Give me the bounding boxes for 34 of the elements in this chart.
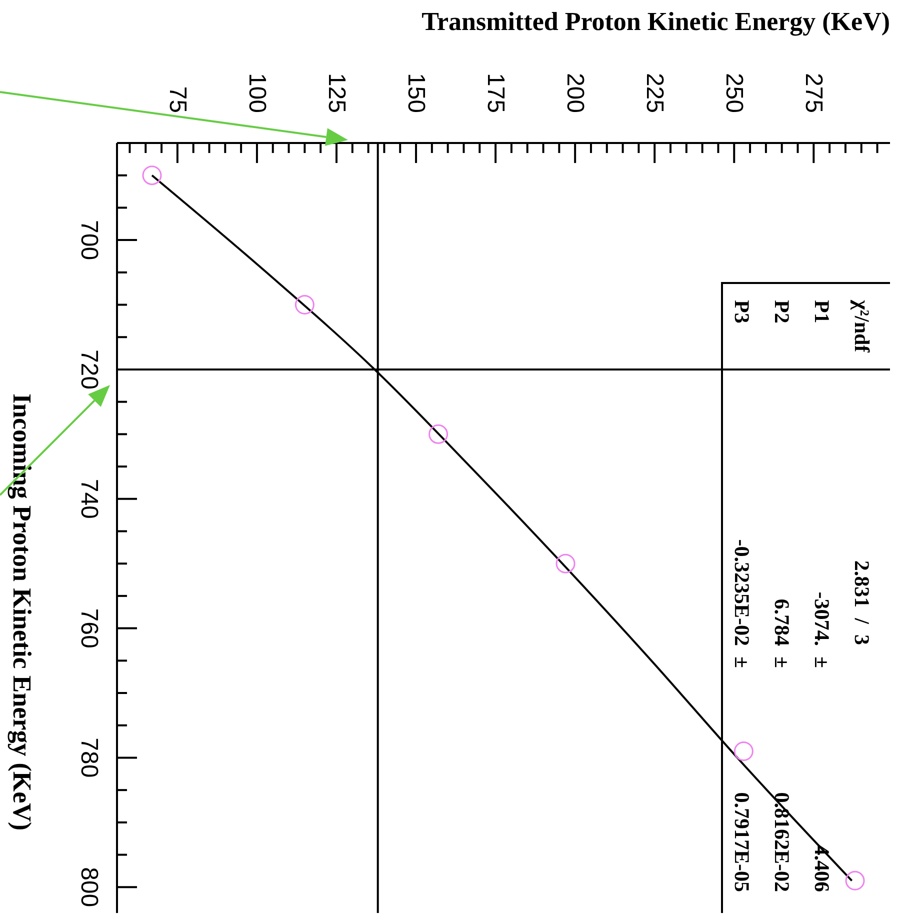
annotation: 0.8162E-02 — [770, 792, 794, 892]
point — [428, 424, 448, 444]
annotation: -0.3235E-02 ± — [730, 539, 754, 668]
annotation: 6.784 ± — [770, 598, 794, 668]
y-tick-label: 740 — [76, 478, 102, 519]
x-tick-label: 75 — [164, 86, 191, 113]
x-tick-label: 275 — [800, 72, 828, 113]
x-tick-label: 250 — [720, 72, 748, 113]
point — [142, 166, 162, 186]
annotation: 0.7917E-05 — [730, 792, 754, 892]
y-tick-label: 780 — [76, 738, 102, 778]
y-tick-label: 800 — [76, 867, 102, 908]
x-axis-title: Transmitted Proton Kinetic Energy (KeV) — [422, 7, 890, 36]
x-tick-label: 225 — [641, 72, 668, 113]
y-tick-label: 700 — [76, 220, 102, 260]
annotation: χ²/ndf — [850, 299, 874, 354]
x-tick-label: 175 — [482, 72, 510, 113]
x-tick-label: 100 — [243, 72, 270, 113]
x-tick-label: 150 — [402, 72, 430, 113]
y-tick-label: 760 — [76, 608, 102, 648]
point — [845, 870, 865, 890]
annotation: 4.406 — [810, 844, 834, 892]
annotation: 2.831 / 3 — [850, 560, 874, 645]
point — [294, 295, 314, 315]
x-tick-label: 125 — [322, 72, 350, 113]
annotation: P1 — [810, 300, 834, 324]
annotation: -3074. ± — [810, 592, 834, 668]
annotation: P3 — [730, 300, 754, 324]
x-tick-label: 200 — [562, 72, 589, 113]
y-tick-label: 720 — [76, 349, 102, 390]
point — [734, 741, 754, 761]
annotation: P2 — [770, 300, 794, 324]
y-axis-title: Incoming Proton Kinetic Energy (KeV) — [8, 393, 36, 831]
point — [556, 554, 576, 574]
